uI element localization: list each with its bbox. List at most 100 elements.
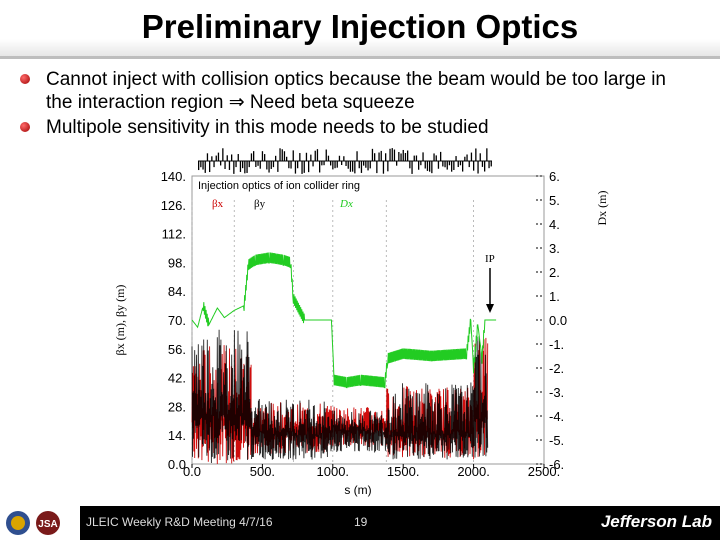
lattice-magnet [475, 148, 477, 161]
lattice-magnet [301, 161, 303, 174]
lattice-magnet [433, 153, 435, 161]
lattice-magnet [224, 161, 226, 169]
lattice-magnet [261, 151, 264, 161]
lattice-magnet [233, 161, 235, 174]
lattice-magnet [389, 148, 391, 161]
lattice-magnet [400, 153, 402, 161]
lattice-magnet [310, 154, 312, 161]
lattice-magnet [479, 153, 481, 161]
lattice-magnet [327, 155, 330, 161]
y2-tick-label: -3. [549, 385, 564, 400]
y-tick-label: 98. [168, 255, 186, 270]
y-tick-label: 126. [161, 198, 186, 213]
lattice-magnet [367, 161, 369, 171]
lattice-magnet [292, 150, 294, 161]
axis-ticks: 0.0 500. 1000. 1500. 2000. 2500. 0.0 14. 28. 42. 5… [161, 169, 567, 479]
lattice-magnet [308, 161, 310, 173]
lattice-magnet [336, 161, 338, 168]
lattice-magnet [264, 154, 266, 161]
y2-tick-label: -6. [549, 457, 564, 472]
lattice-magnet [396, 161, 398, 166]
bullet-2-line-1: Multipole sensitivity in this mode needs… [46, 117, 489, 138]
lattice-magnet [473, 161, 475, 171]
lattice-magnet [305, 152, 308, 161]
lattice-magnet [257, 161, 259, 166]
lattice-magnet [404, 153, 407, 161]
lattice-magnet [466, 154, 468, 161]
lattice-magnet [244, 161, 246, 174]
y-tick-label: 84. [168, 284, 186, 299]
lattice-magnet [486, 148, 488, 161]
y2-tick-label: -5. [549, 433, 564, 448]
lattice-magnet [228, 161, 231, 170]
lattice-magnet [448, 161, 451, 166]
title-bar [0, 0, 720, 56]
lattice-magnet [226, 155, 228, 161]
lattice-magnet [321, 161, 323, 166]
lattice-magnet [369, 161, 371, 169]
lattice-magnet [279, 148, 281, 161]
lattice-magnet [231, 154, 233, 161]
lattice-magnet [374, 153, 376, 161]
lattice-magnet [409, 161, 411, 169]
lattice-magnet [204, 161, 206, 173]
lattice-magnet [253, 151, 255, 161]
lattice-magnet [345, 161, 347, 166]
lattice-magnet [393, 149, 396, 161]
x-axis-label: s (m) [344, 483, 371, 497]
lattice-magnet [290, 161, 292, 169]
lattice-magnet [402, 149, 404, 161]
lattice-magnet [283, 151, 286, 161]
series-dx-line [191, 252, 497, 389]
series-betay-line [191, 329, 489, 464]
ip-arrow-head-icon [486, 304, 494, 313]
lattice-magnet [330, 161, 332, 166]
lattice-magnet [347, 161, 349, 169]
bullet-1-line-2: the interaction region ⇒ Need beta squee… [46, 92, 415, 113]
lattice-strip [198, 148, 492, 174]
lattice-magnet [286, 156, 288, 161]
lattice-magnet [338, 155, 341, 161]
footer-meeting: JLEIC Weekly R&D Meeting 4/7/16 [86, 515, 273, 529]
legend-betax: βx [212, 198, 224, 210]
lattice-magnet [413, 155, 415, 161]
x-tick-label: 1500. [387, 464, 420, 479]
lattice-magnet [200, 161, 202, 168]
lattice-magnet [431, 161, 433, 174]
lattice-magnet [319, 161, 321, 173]
y-tick-label: 28. [168, 399, 186, 414]
lattice-magnet [415, 155, 418, 161]
lattice-magnet [455, 156, 457, 161]
lattice-magnet [268, 161, 270, 173]
y2-tick-label: 2. [549, 265, 560, 280]
lattice-magnet [354, 161, 356, 174]
bullet-dot-icon [20, 74, 30, 84]
lattice-magnet [281, 149, 283, 161]
title-divider [0, 56, 720, 59]
lattice-magnet [222, 148, 224, 161]
y2-tick-label: 1. [549, 289, 560, 304]
lattice-magnet [215, 155, 217, 161]
y2-tick-label: 6. [549, 169, 560, 184]
lattice-magnet [391, 148, 393, 161]
lattice-magnet [371, 148, 374, 161]
y2-tick-label: 0.0 [549, 313, 567, 328]
lattice-magnet [237, 154, 239, 161]
lattice-magnet [363, 161, 365, 166]
lattice-magnet [250, 153, 253, 161]
lattice-magnet [316, 149, 319, 161]
y-tick-label: 70. [168, 313, 186, 328]
lattice-magnet [422, 152, 424, 161]
lattice-magnet [446, 161, 448, 170]
lattice-magnet [248, 161, 250, 168]
lattice-magnet [470, 152, 473, 161]
bullet-2: Multipole sensitivity in this mode needs… [20, 116, 711, 139]
lattice-magnet [376, 161, 378, 174]
lattice-magnet [303, 161, 305, 173]
page-number: 19 [354, 515, 368, 529]
chart-title: Injection optics of ion collider ring [198, 180, 360, 192]
bullet-1-line-1: Cannot inject with collision optics beca… [46, 69, 666, 90]
lattice-magnet [398, 152, 400, 161]
lattice-magnet [481, 161, 484, 167]
lattice-magnet [477, 161, 479, 174]
